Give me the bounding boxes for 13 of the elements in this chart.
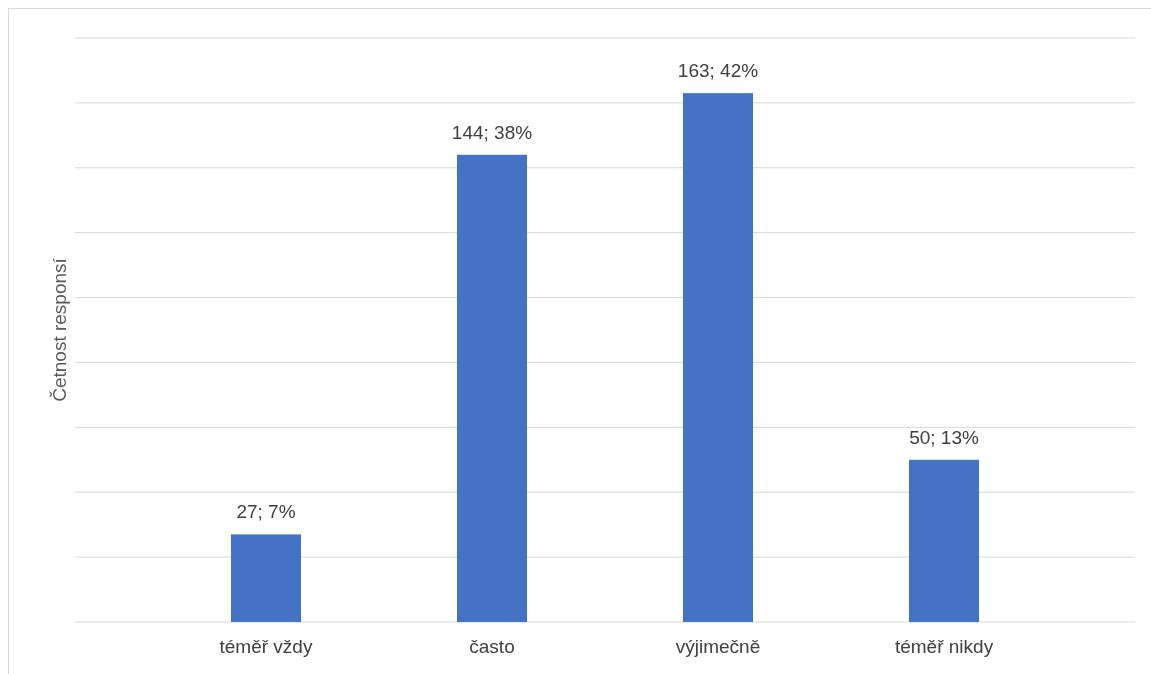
- bar: [682, 93, 754, 622]
- bar: [456, 154, 528, 622]
- x-tick-label: téměř vždy: [219, 636, 313, 658]
- data-label: 144; 38%: [451, 121, 533, 143]
- bar: [908, 459, 980, 622]
- x-tick-label: téměř nikdy: [894, 636, 994, 658]
- x-tick-label: výjimečně: [675, 636, 761, 658]
- data-label: 50; 13%: [909, 426, 979, 448]
- data-label: 163; 42%: [677, 60, 759, 82]
- data-label: 27; 7%: [236, 501, 296, 523]
- y-axis-title: Četnost responsí: [49, 257, 70, 402]
- bar: [230, 534, 302, 622]
- x-tick-label: často: [469, 636, 515, 658]
